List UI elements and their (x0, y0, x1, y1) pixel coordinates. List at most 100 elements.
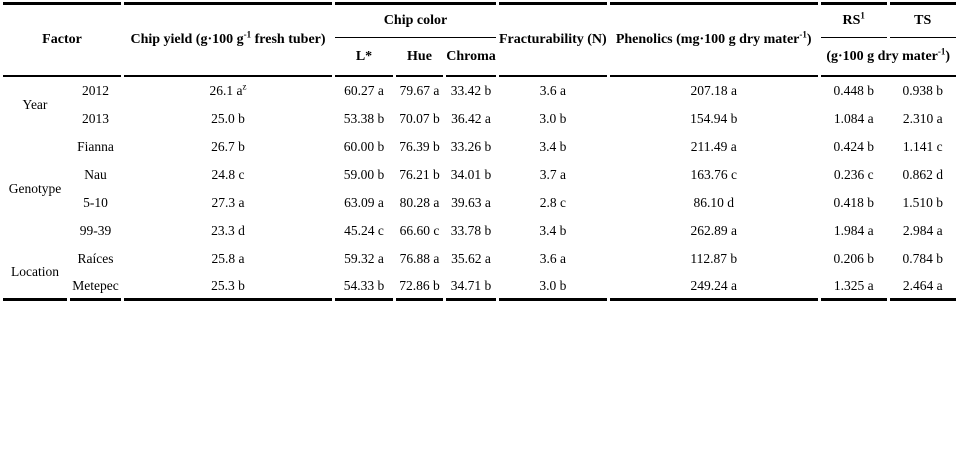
cell-rs: 0.236 c (833, 167, 874, 182)
row-level: 2013 (82, 111, 109, 126)
cell-l-star: 45.24 c (344, 223, 384, 238)
cell-chip-yield: 24.8 c (211, 167, 245, 182)
row-group-genotype: Genotype (8, 181, 62, 196)
table-row: 5-10 27.3 a 63.09 a 80.28 a 39.63 a 2.8 … (3, 189, 956, 217)
row-level: Fianna (77, 139, 114, 154)
cell-chroma: 34.01 b (450, 167, 492, 182)
rs-ts-unit-sup: -1 (937, 45, 946, 56)
cell-phenolics: 163.76 c (690, 167, 737, 182)
cell-l-star: 59.32 a (344, 251, 384, 266)
table-row: Metepec 25.3 b 54.33 b 72.86 b 34.71 b 3… (3, 273, 956, 301)
row-group-location: Location (3, 245, 67, 301)
cell-chroma: 34.71 b (446, 273, 496, 301)
cell-chroma: 39.63 a (451, 195, 491, 210)
cell-rs: 0.448 b (833, 83, 874, 98)
cell-hue: 70.07 b (399, 111, 440, 126)
cell-hue: 76.21 b (399, 167, 440, 182)
cell-rs: 1.084 a (833, 111, 874, 126)
col-header-rs-ts-unit: (g·100 g dry mater-1) (820, 38, 956, 77)
rs-footnote-marker: 1 (860, 10, 865, 21)
cell-phenolics: 112.87 b (690, 251, 738, 266)
rs-label: RS (842, 13, 861, 28)
cell-l-star: 60.27 a (344, 83, 384, 98)
table-row: Year 2012 26.1 az 60.27 a 79.67 a 33.42 … (3, 77, 956, 112)
cell-chip-yield: 25.8 a (211, 251, 245, 266)
cell-rs: 1.325 a (820, 273, 887, 301)
cell-footnote-marker: z (242, 81, 247, 92)
cell-hue: 66.60 c (399, 223, 440, 238)
col-header-l-star: L* (335, 38, 393, 77)
phenolics-unit-text: Phenolics (mg·100 g dry mater (615, 32, 800, 47)
chip-yield-unit-text: Chip yield (g·100 g (130, 32, 244, 47)
cell-fracturability: 3.4 b (539, 223, 567, 238)
cell-chroma: 33.26 b (450, 139, 492, 154)
cell-hue: 76.88 a (399, 251, 440, 266)
table-row: Genotype Fianna 26.7 b 60.00 b 76.39 b 3… (3, 133, 956, 196)
cell-phenolics: 211.49 a (690, 139, 737, 154)
cell-ts: 2.310 a (902, 111, 943, 126)
col-header-chip-color: Chip color (335, 2, 496, 38)
cell-phenolics: 249.24 a (609, 273, 818, 301)
cell-fracturability: 3.0 b (499, 273, 607, 301)
cell-phenolics: 86.10 d (693, 195, 734, 210)
cell-phenolics: 262.89 a (690, 223, 737, 238)
cell-ts: 2.984 a (902, 223, 943, 238)
header-row-1: Factor Chip yield (g·100 g-1 fresh tuber… (3, 2, 956, 77)
cell-rs: 1.984 a (833, 223, 874, 238)
cell-chip-yield: 26.1 az (124, 77, 332, 105)
cell-phenolics: 154.94 b (690, 111, 738, 126)
cell-chip-yield: 25.3 b (124, 273, 332, 301)
rs-ts-unit-tail: ) (945, 48, 951, 64)
cell-fracturability: 3.6 a (539, 83, 566, 98)
cell-hue: 72.86 b (396, 273, 443, 301)
cell-l-star: 59.00 b (343, 167, 385, 182)
cell-fracturability: 3.4 b (539, 139, 567, 154)
cell-hue: 80.28 a (399, 195, 440, 210)
col-header-hue: Hue (396, 38, 443, 77)
cell-ts: 0.862 d (902, 167, 943, 182)
row-level: Nau (84, 167, 107, 182)
cell-chroma: 35.62 a (451, 251, 491, 266)
row-level: Raíces (77, 251, 114, 266)
cell-chroma: 33.42 b (450, 83, 492, 98)
cell-fracturability: 3.7 a (539, 167, 566, 182)
cell-ts: 1.141 c (902, 139, 943, 154)
table-row: 2013 25.0 b 53.38 b 70.07 b 36.42 a 3.0 … (3, 105, 956, 133)
chip-yield-unit-tail: fresh tuber) (251, 32, 326, 47)
cell-ts: 0.784 b (902, 251, 943, 266)
results-table: Factor Chip yield (g·100 g-1 fresh tuber… (0, 2, 959, 301)
table-row: Nau 24.8 c 59.00 b 76.21 b 34.01 b 3.7 a… (3, 161, 956, 189)
cell-ts: 0.938 b (902, 83, 943, 98)
cell-ts: 1.510 b (902, 195, 943, 210)
cell-chip-yield: 23.3 d (211, 223, 245, 238)
cell-phenolics: 207.18 a (690, 83, 737, 98)
table-row: Location Raíces 25.8 a 59.32 a 76.88 a 3… (3, 245, 956, 301)
cell-chroma: 33.78 b (450, 223, 492, 238)
cell-l-star: 60.00 b (343, 139, 385, 154)
cell-l-star: 63.09 a (344, 195, 384, 210)
chip-yield-unit-sup: -1 (243, 29, 252, 40)
col-header-factor: Factor (3, 2, 121, 77)
cell-rs: 0.424 b (833, 139, 874, 154)
cell-rs: 0.206 b (833, 251, 874, 266)
cell-hue: 76.39 b (399, 139, 440, 154)
cell-chip-yield: 26.7 b (211, 139, 245, 154)
col-header-rs: RS1 (820, 2, 887, 38)
row-level: 2012 (82, 83, 109, 98)
cell-fracturability: 3.0 b (539, 111, 567, 126)
col-header-chip-yield: Chip yield (g·100 g-1 fresh tuber) (124, 2, 332, 77)
row-level: 99-39 (79, 223, 112, 238)
cell-value: 26.1 a (209, 83, 243, 98)
cell-chroma: 36.42 a (451, 111, 491, 126)
header-row-2: L* Hue Chroma (g·100 g dry mater-1) (3, 38, 956, 77)
cell-hue: 79.67 a (399, 83, 440, 98)
cell-fracturability: 2.8 c (539, 195, 566, 210)
col-header-fracturability: Fracturability (N) (499, 2, 607, 77)
col-header-chroma: Chroma (446, 38, 496, 77)
phenolics-unit-sup: -1 (799, 29, 807, 40)
cell-ts: 2.464 a (889, 273, 956, 301)
row-level: 5-10 (83, 195, 108, 210)
cell-chip-yield: 27.3 a (211, 195, 245, 210)
col-header-ts: TS (889, 2, 956, 38)
col-header-phenolics: Phenolics (mg·100 g dry mater-1) (609, 2, 818, 77)
